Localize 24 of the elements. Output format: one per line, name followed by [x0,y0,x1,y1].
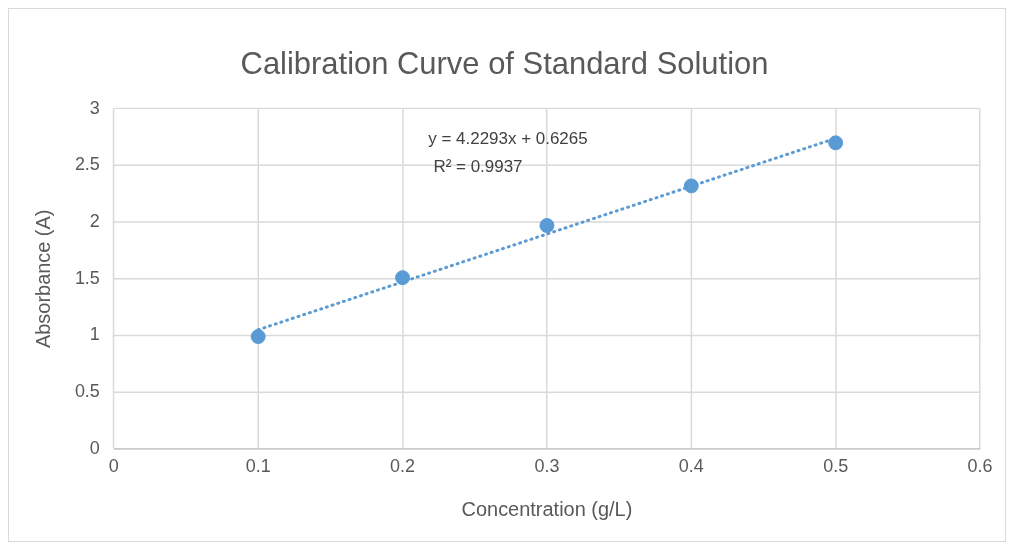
y-axis-title: Absorbance (A) [32,209,55,348]
chart-title: Calibration Curve of Standard Solution [240,45,769,81]
point [539,218,555,233]
point [395,270,411,286]
x-axis-title: Concentration (g/L) [461,497,633,520]
y-tick-label: 3 [89,97,100,118]
x-tick-label: 0.3 [534,456,560,477]
point [683,178,699,194]
annotation: R² = 0.9937 [433,156,523,176]
annotation: y = 4.2293x + 0.6265 [428,128,588,148]
point [250,329,266,345]
y-tick-label: 0 [89,437,100,458]
x-tick-label: 0.5 [823,456,849,477]
y-tick-label: 1 [89,324,100,345]
point [828,135,844,151]
x-tick-label: 0 [108,456,119,477]
x-tick-label: 0.4 [678,456,704,477]
x-tick-label: 0.2 [390,456,416,477]
x-tick-label: 0.6 [967,456,993,477]
y-tick-label: 2 [89,211,100,232]
y-tick-label: 2.5 [74,154,100,175]
y-tick-label: 1.5 [74,267,100,288]
y-tick-label: 0.5 [74,381,100,402]
x-tick-label: 0.1 [245,456,271,477]
